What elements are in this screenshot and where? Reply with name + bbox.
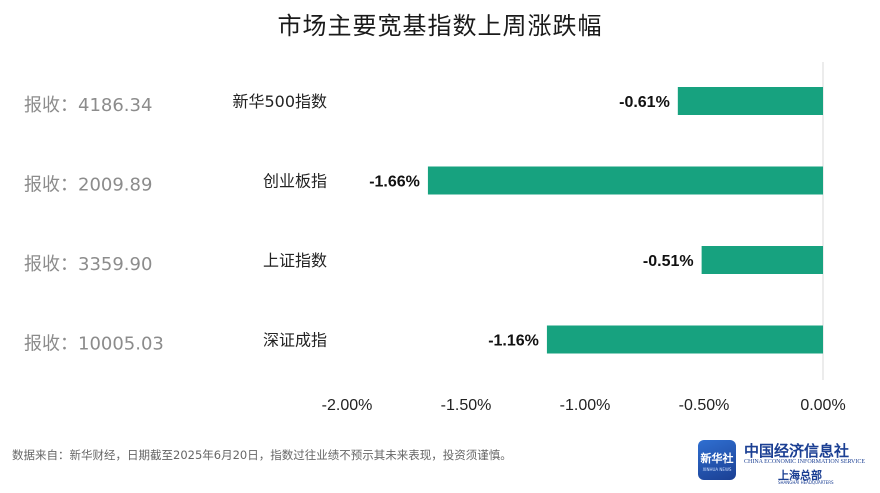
closing-value-label: 报收：3359.90 [24, 254, 152, 275]
data-label: -0.51% [643, 253, 694, 270]
logo-name-en: CHINA ECONOMIC INFORMATION SERVICE [744, 459, 866, 465]
closing-value-label: 报收：2009.89 [24, 175, 152, 196]
data-label: -1.16% [488, 333, 539, 350]
logo-sub-cn: 上海总部 [778, 469, 822, 482]
closing-value-label: 报收：10005.03 [24, 334, 164, 355]
publisher-logo: 新华社 XINHUA NEWS 中国经济信息社 CHINA ECONOMIC I… [698, 440, 878, 486]
closing-value-label: 报收：4186.34 [24, 95, 152, 116]
x-tick-label: 0.00% [800, 397, 845, 414]
chart-title: 市场主要宽基指数上周涨跌幅 [277, 12, 603, 40]
x-tick-label: -0.50% [679, 397, 730, 414]
bar [677, 87, 823, 115]
bar [427, 166, 823, 195]
x-tick-label: -1.50% [441, 397, 492, 414]
badge-text: 新华社 [700, 452, 734, 465]
category-label: 新华500指数 [232, 92, 327, 111]
category-label: 创业板指 [263, 172, 327, 191]
source-footnote: 数据来自：新华财经，日期截至2025年6月20日，指数过往业绩不预示其未来表现，… [12, 448, 512, 462]
x-tick-label: -2.00% [322, 397, 373, 414]
bar [701, 246, 823, 274]
data-label: -0.61% [619, 94, 670, 111]
bar [546, 325, 823, 354]
category-label: 上证指数 [263, 251, 327, 270]
xinhua-badge-icon: 新华社 XINHUA NEWS [698, 440, 736, 480]
logo-sub-en: SHANGHAI HEADQUARTERS [778, 480, 834, 485]
category-label: 深证成指 [263, 331, 327, 350]
data-label: -1.66% [369, 174, 420, 191]
logo-name-cn: 中国经济信息社 [744, 442, 850, 460]
badge-subtext: XINHUA NEWS [702, 467, 732, 472]
x-tick-label: -1.00% [560, 397, 611, 414]
bar-chart: -0.61% 新华500指数 报收：4186.34 -1.66% 创业板指 报收：2009… [24, 62, 846, 414]
